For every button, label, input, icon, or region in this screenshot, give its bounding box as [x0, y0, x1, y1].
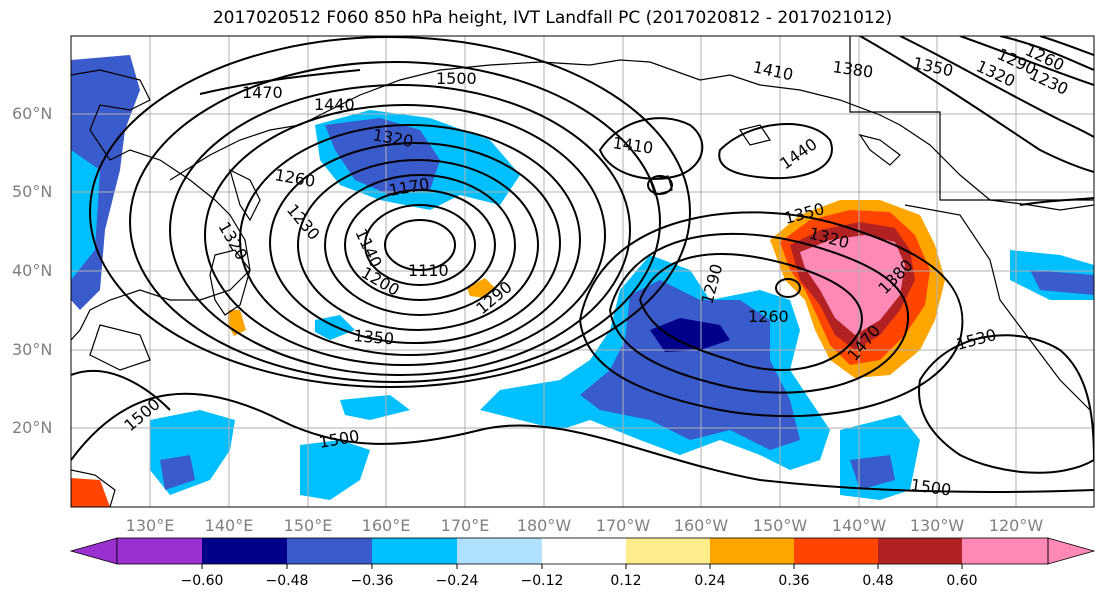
ivt-positive-shading [71, 200, 945, 507]
contour-label-1110: 1110 [408, 261, 449, 280]
lat-label-20n: 20°N [12, 418, 53, 437]
colorbar-tick: −0.12 [520, 573, 564, 589]
contour-label-1500-north: 1500 [436, 69, 477, 88]
lat-label-60n: 60°N [12, 104, 53, 123]
lon-label-150w: 150°W [752, 516, 808, 535]
colorbar-tick: −0.60 [180, 573, 224, 589]
colorbar-tick: 0.36 [778, 573, 810, 589]
lon-label-150e: 150°E [283, 516, 333, 535]
lon-label-140e: 140°E [204, 516, 254, 535]
map-title: 2017020512 F060 850 hPa height, IVT Land… [212, 8, 893, 28]
colorbar-under-triangle [69, 537, 118, 565]
lon-label-160e: 160°E [361, 516, 411, 535]
lon-label-180w: 180°W [516, 516, 572, 535]
colorbar-tick: −0.24 [435, 573, 479, 589]
map-frame [70, 35, 1095, 508]
contour-label-1440: 1440 [314, 95, 355, 114]
lon-label-160w: 160°W [673, 516, 729, 535]
colorbar-tick: 0.24 [694, 573, 726, 589]
lon-label-140w: 140°W [831, 516, 887, 535]
colorbar-tick: 0.60 [946, 573, 978, 589]
colorbar-tick: −0.36 [350, 573, 394, 589]
lon-label-120w: 120°W [988, 516, 1044, 535]
lon-label-170w: 170°W [595, 516, 651, 535]
map-panel: 1500 1470 1440 1410 1410 1380 1350 1320 … [71, 36, 1094, 507]
colorbar-tick: 0.12 [610, 573, 642, 589]
lon-label-170e: 170°E [440, 516, 490, 535]
lat-label-50n: 50°N [12, 182, 53, 201]
colorbar-tick: 0.48 [862, 573, 894, 589]
contour-label-1260-east: 1260 [748, 307, 789, 326]
lon-label-130w: 130°W [909, 516, 965, 535]
contour-label-1470: 1470 [242, 83, 283, 102]
colorbar-tick: −0.48 [265, 573, 309, 589]
colorbar-over-triangle [1047, 537, 1096, 565]
lat-label-30n: 30°N [12, 340, 53, 359]
lon-label-130e: 130°E [125, 516, 175, 535]
contour-label-1350-south: 1350 [353, 326, 395, 348]
lat-label-40n: 40°N [12, 261, 53, 280]
height-contours [71, 36, 1094, 493]
colorbar [69, 537, 1096, 569]
